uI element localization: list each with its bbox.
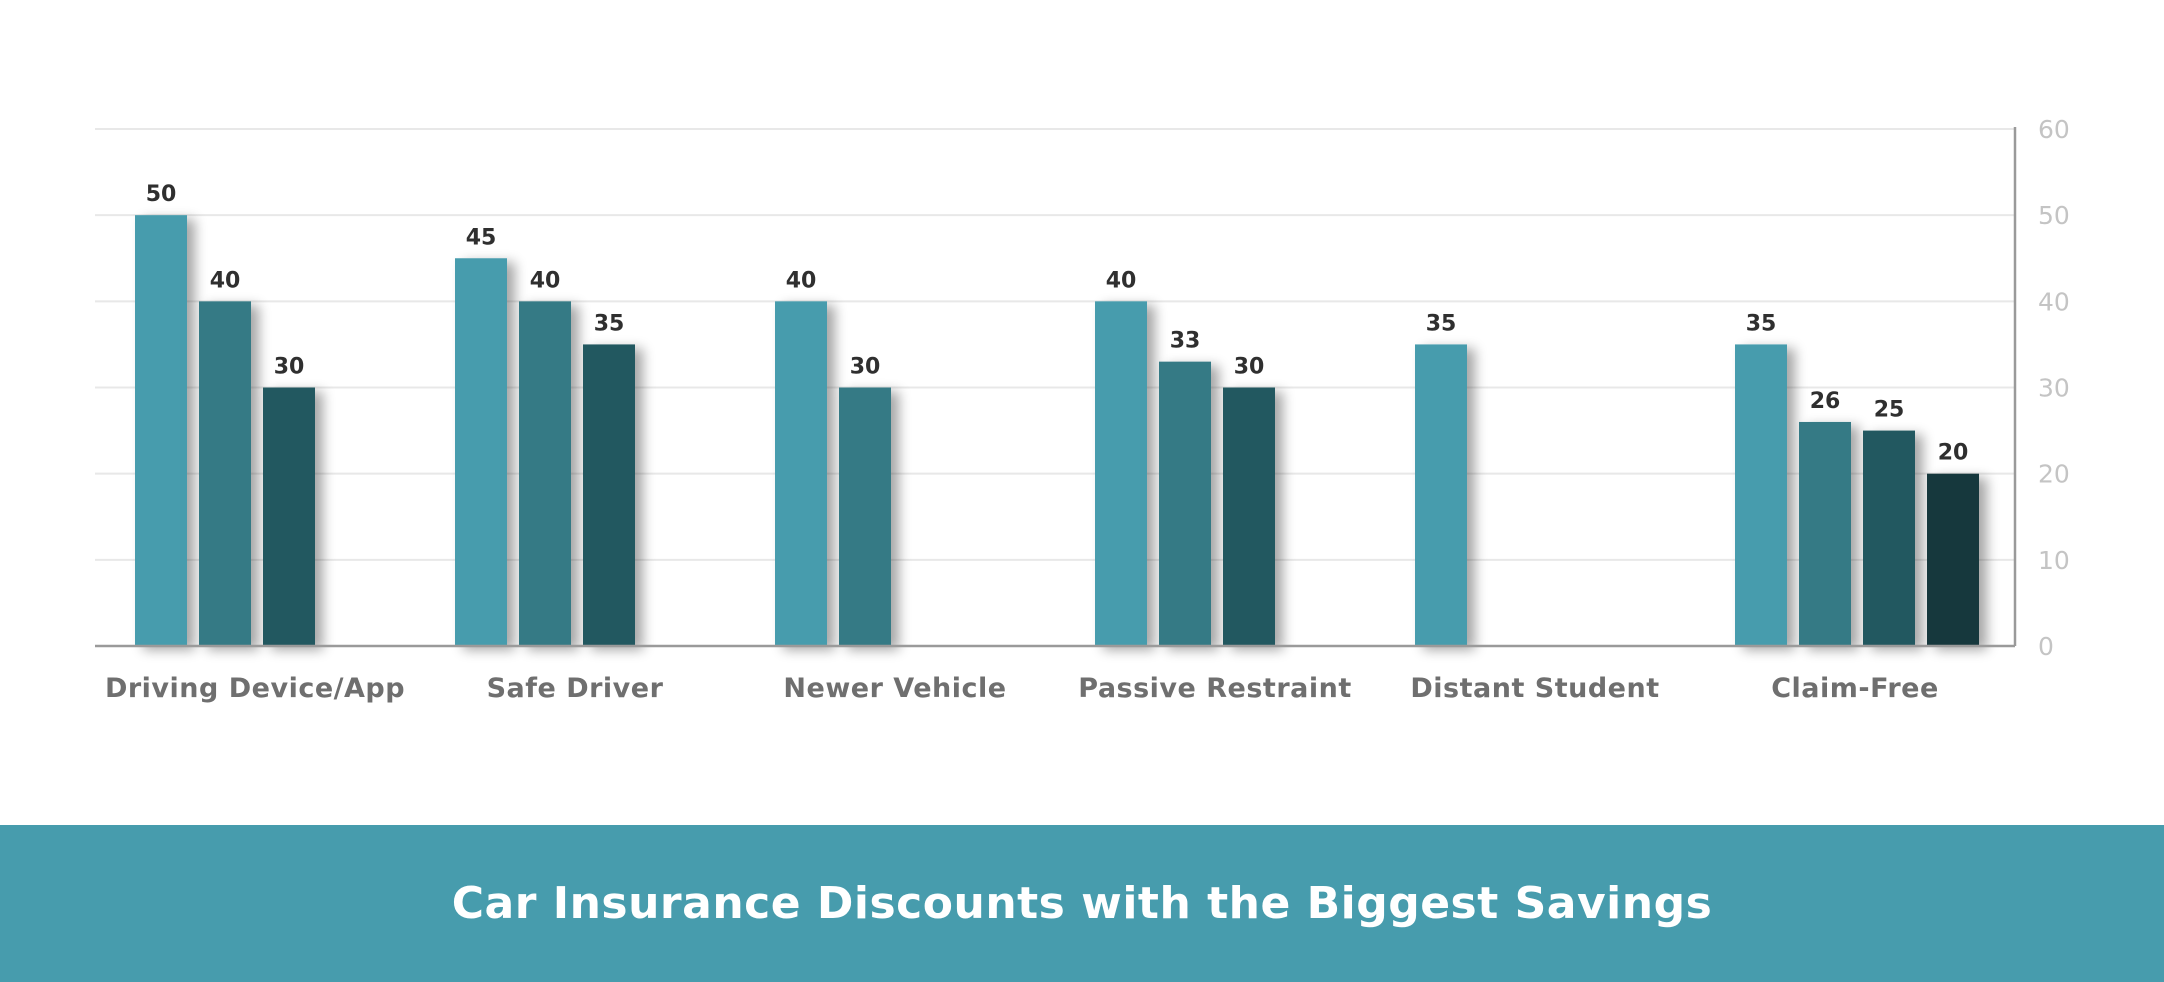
bar — [1415, 344, 1467, 646]
y-tick-label: 50 — [2038, 201, 2070, 230]
data-label: 50 — [146, 182, 177, 207]
data-label: 35 — [1426, 311, 1457, 336]
data-label: 26 — [1810, 389, 1841, 414]
bar — [1159, 361, 1211, 646]
axes — [95, 127, 2017, 648]
bars — [135, 215, 1979, 646]
y-tick-label: 10 — [2038, 546, 2070, 575]
data-label: 30 — [274, 355, 305, 380]
bar — [839, 387, 891, 646]
data-label: 40 — [210, 268, 241, 293]
bar — [519, 301, 571, 646]
data-label: 40 — [530, 268, 561, 293]
data-label: 45 — [466, 225, 497, 250]
bar-chart: 0 10 20 30 40 50 60 50 40 30 Driving Device/App 45 4… — [95, 115, 2070, 704]
y-tick-label: 40 — [2038, 287, 2070, 316]
bar — [1863, 430, 1915, 646]
data-label: 40 — [786, 268, 817, 293]
y-tick-label: 20 — [2038, 460, 2070, 489]
title-banner: Car Insurance Discounts with the Biggest… — [0, 825, 2164, 982]
data-label: 20 — [1938, 441, 1969, 466]
data-label: 25 — [1874, 398, 1905, 423]
bar — [199, 301, 251, 646]
bar — [775, 301, 827, 646]
data-label: 35 — [1746, 311, 1777, 336]
y-tick-label: 60 — [2038, 115, 2070, 144]
bar — [135, 215, 187, 646]
data-label: 40 — [1106, 268, 1137, 293]
bar — [1927, 473, 1979, 646]
bar — [1223, 387, 1275, 646]
bar — [1735, 344, 1787, 646]
x-tick-label: Driving Device/App — [105, 673, 405, 704]
bar — [583, 344, 635, 646]
x-tick-label: Distant Student — [1410, 673, 1659, 704]
bar — [263, 387, 315, 646]
bar — [1799, 421, 1851, 646]
y-tick-label: 30 — [2038, 374, 2070, 403]
bar — [1095, 301, 1147, 646]
gridlines — [95, 128, 2015, 561]
y-tick-label: 0 — [2038, 632, 2054, 661]
x-tick-label: Claim-Free — [1771, 673, 1939, 704]
bar — [455, 258, 507, 646]
x-tick-label: Newer Vehicle — [783, 673, 1006, 704]
data-label: 33 — [1170, 329, 1201, 354]
data-label: 30 — [1234, 355, 1265, 380]
x-tick-label: Safe Driver — [487, 673, 664, 704]
chart-title: Car Insurance Discounts with the Biggest… — [451, 878, 1713, 929]
labels: 0 10 20 30 40 50 60 50 40 30 Driving Device/App 45 4… — [105, 115, 2070, 704]
x-tick-label: Passive Restraint — [1078, 673, 1352, 704]
data-label: 30 — [850, 355, 881, 380]
data-label: 35 — [594, 311, 625, 336]
